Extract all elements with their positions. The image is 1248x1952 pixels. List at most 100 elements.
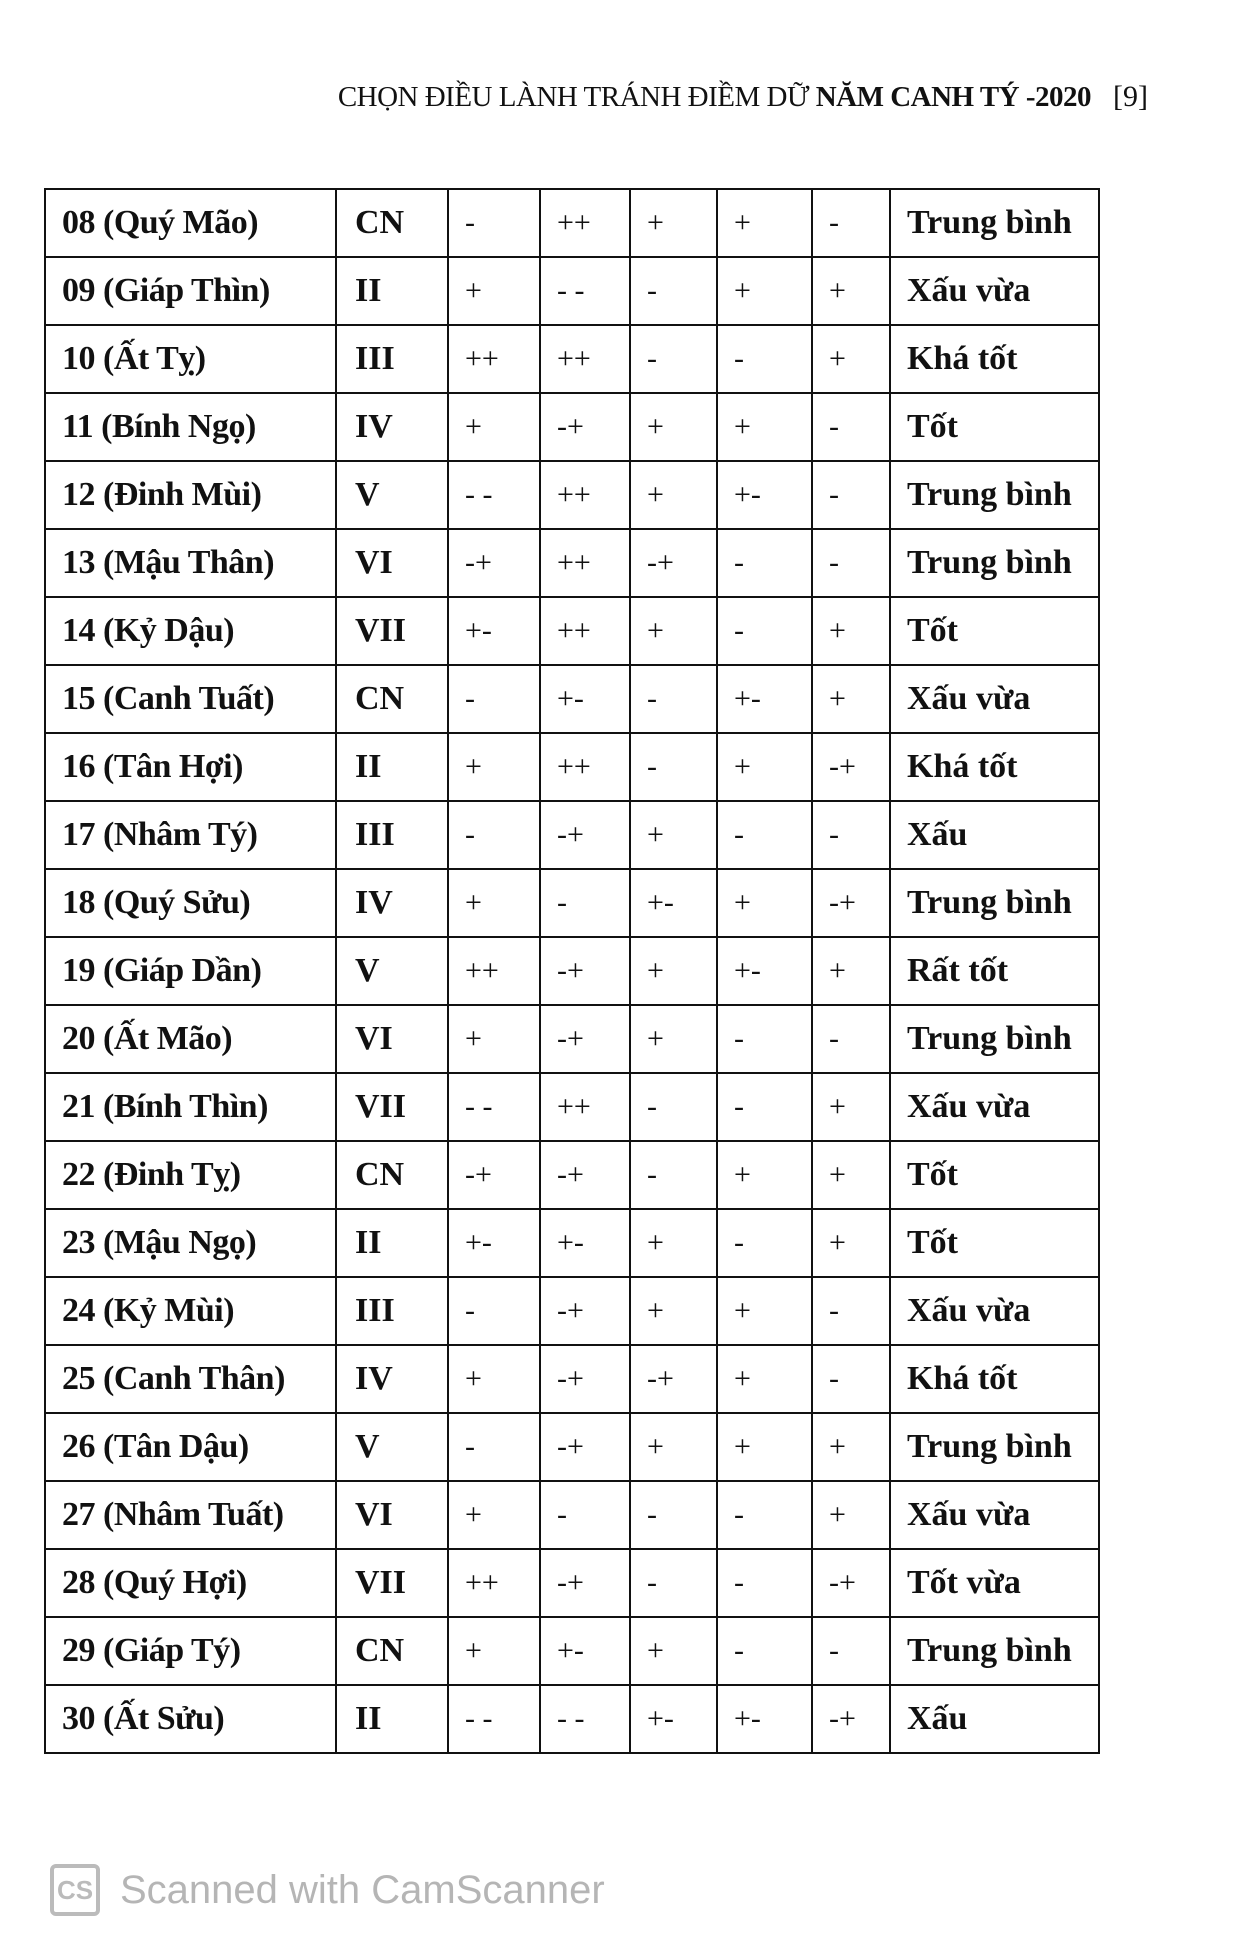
score-cell-1: + (447, 1616, 541, 1686)
score-cell-4: - (716, 324, 813, 394)
score-cell-5-text: + (829, 1226, 846, 1259)
score-cell-1: + (447, 256, 541, 326)
table-row: 14 (Kỷ Dậu) VII +- ++ + - + Tốt (44, 596, 1100, 666)
day-name-cell-text: 20 (Ất Mão) (62, 1020, 233, 1057)
score-cell-1-text: + (465, 886, 482, 919)
score-cell-3-text: - (647, 342, 657, 375)
score-cell-4-text: + (734, 1430, 751, 1463)
score-cell-1: -+ (447, 528, 541, 598)
score-cell-3-text: + (647, 1022, 664, 1055)
rating-cell: Trung bình (889, 868, 1100, 938)
day-name-cell: 29 (Giáp Tý) (44, 1616, 337, 1686)
score-cell-4-text: - (734, 1498, 744, 1531)
weekday-cell: VII (335, 1072, 449, 1142)
rating-cell-text: Trung bình (907, 1020, 1072, 1057)
score-cell-1: ++ (447, 936, 541, 1006)
weekday-cell: VI (335, 1004, 449, 1074)
weekday-cell: VI (335, 528, 449, 598)
score-cell-3: - (629, 664, 718, 734)
score-cell-1-text: - (465, 1294, 475, 1327)
rating-cell: Tốt vừa (889, 1548, 1100, 1618)
score-cell-5-text: + (829, 274, 846, 307)
weekday-cell-text: III (355, 816, 395, 853)
score-cell-4: - (716, 1072, 813, 1142)
score-cell-4: + (716, 732, 813, 802)
score-cell-2: ++ (539, 732, 631, 802)
score-cell-3: -+ (629, 1344, 718, 1414)
score-cell-5: + (811, 1412, 891, 1482)
day-name-cell-text: 28 (Quý Hợi) (62, 1564, 247, 1601)
rating-cell: Tốt (889, 1208, 1100, 1278)
score-cell-3-text: +- (647, 1702, 674, 1735)
score-cell-2: +- (539, 664, 631, 734)
weekday-cell-text: CN (355, 1632, 405, 1669)
score-cell-2: - - (539, 1684, 631, 1754)
table-row: 29 (Giáp Tý) CN + +- + - - Trung bình (44, 1616, 1100, 1686)
score-cell-4-text: +- (734, 954, 761, 987)
score-cell-1: + (447, 1004, 541, 1074)
day-name-cell-text: 11 (Bính Ngọ) (62, 408, 256, 445)
table-row: 21 (Bính Thìn) VII - - ++ - - + Xấu vừa (44, 1072, 1100, 1142)
score-cell-5-text: - (829, 1294, 839, 1327)
day-name-cell-text: 12 (Đinh Mùi) (62, 476, 262, 513)
score-cell-2: ++ (539, 528, 631, 598)
day-name-cell-text: 21 (Bính Thìn) (62, 1088, 268, 1125)
score-cell-3: + (629, 800, 718, 870)
rating-cell: Xấu vừa (889, 1480, 1100, 1550)
score-cell-2-text: +- (557, 1226, 584, 1259)
rating-cell-text: Khá tốt (907, 340, 1018, 377)
rating-cell: Xấu vừa (889, 1072, 1100, 1142)
score-cell-1-text: - (465, 206, 475, 239)
score-cell-1-text: - (465, 1430, 475, 1463)
score-cell-2-text: - (557, 1498, 567, 1531)
score-cell-3-text: - (647, 682, 657, 715)
score-cell-2-text: +- (557, 682, 584, 715)
weekday-cell-text: V (355, 952, 380, 989)
score-cell-2-text: ++ (557, 1090, 591, 1123)
table-row: 08 (Quý Mão) CN - ++ + + - Trung bình (44, 188, 1100, 258)
weekday-cell-text: IV (355, 408, 393, 445)
score-cell-1-text: - - (465, 478, 493, 511)
rating-cell: Khá tốt (889, 324, 1100, 394)
weekday-cell-text: II (355, 748, 382, 785)
score-cell-1: +- (447, 596, 541, 666)
score-cell-2: ++ (539, 596, 631, 666)
weekday-cell: II (335, 1208, 449, 1278)
table-row: 12 (Đinh Mùi) V - - ++ + +- - Trung bình (44, 460, 1100, 530)
weekday-cell: V (335, 460, 449, 530)
score-cell-2: - - (539, 256, 631, 326)
score-cell-1: ++ (447, 1548, 541, 1618)
weekday-cell: CN (335, 664, 449, 734)
score-cell-3-text: - (647, 274, 657, 307)
score-cell-5-text: -+ (829, 886, 856, 919)
score-cell-5: + (811, 1480, 891, 1550)
rating-cell: Xấu (889, 1684, 1100, 1754)
score-cell-5-text: + (829, 1090, 846, 1123)
day-name-cell: 09 (Giáp Thìn) (44, 256, 337, 326)
score-cell-2-text: -+ (557, 818, 584, 851)
weekday-cell-text: IV (355, 1360, 393, 1397)
score-cell-3: - (629, 1548, 718, 1618)
score-cell-2: ++ (539, 324, 631, 394)
day-name-cell-text: 26 (Tân Dậu) (62, 1428, 249, 1465)
header-title-bold: NĂM CANH TÝ -2020 (815, 81, 1092, 113)
score-cell-1-text: + (465, 1498, 482, 1531)
weekday-cell: CN (335, 1616, 449, 1686)
score-cell-4-text: +- (734, 1702, 761, 1735)
day-name-cell: 12 (Đinh Mùi) (44, 460, 337, 530)
score-cell-5: + (811, 596, 891, 666)
table-row: 11 (Bính Ngọ) IV + -+ + + - Tốt (44, 392, 1100, 462)
score-cell-2: ++ (539, 188, 631, 258)
score-cell-2: +- (539, 1208, 631, 1278)
rating-cell-text: Tốt (907, 408, 958, 445)
weekday-cell-text: CN (355, 1156, 405, 1193)
rating-cell-text: Trung bình (907, 204, 1072, 241)
score-cell-3: - (629, 256, 718, 326)
rating-cell: Rất tốt (889, 936, 1100, 1006)
table-row: 10 (Ất Tỵ) III ++ ++ - - + Khá tốt (44, 324, 1100, 394)
day-name-cell-text: 25 (Canh Thân) (62, 1360, 285, 1397)
table-row: 30 (Ất Sửu) II - - - - +- +- -+ Xấu (44, 1684, 1100, 1754)
score-cell-5-text: + (829, 1430, 846, 1463)
score-cell-1-text: - - (465, 1090, 493, 1123)
weekday-cell: V (335, 936, 449, 1006)
